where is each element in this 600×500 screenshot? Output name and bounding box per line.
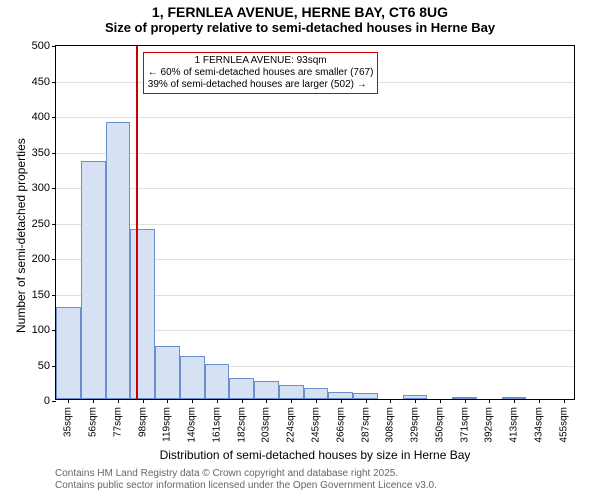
info-box-line: 39% of semi-detached houses are larger (…: [148, 79, 374, 91]
x-tick-mark: [539, 399, 540, 403]
histogram-bar: [328, 392, 353, 399]
histogram-bar: [205, 364, 230, 400]
y-tick-mark: [52, 117, 56, 118]
plot-area: 05010015020025030035040045050035sqm56sqm…: [55, 45, 575, 400]
info-box-line: 1 FERNLEA AVENUE: 93sqm: [148, 55, 374, 67]
x-tick-mark: [341, 399, 342, 403]
x-tick-mark: [514, 399, 515, 403]
x-tick-mark: [415, 399, 416, 403]
y-tick-mark: [52, 82, 56, 83]
x-tick-label: 56sqm: [88, 407, 99, 437]
histogram-bar: [403, 395, 428, 399]
chart-title-line2: Size of property relative to semi-detach…: [0, 20, 600, 35]
histogram-bar: [279, 385, 304, 399]
x-tick-label: 371sqm: [459, 407, 470, 443]
gridline: [56, 153, 574, 154]
x-tick-label: 98sqm: [137, 407, 148, 437]
x-tick-label: 182sqm: [236, 407, 247, 443]
x-axis-label: Distribution of semi-detached houses by …: [55, 448, 575, 462]
x-tick-label: 266sqm: [335, 407, 346, 443]
y-tick-mark: [52, 259, 56, 260]
x-tick-label: 392sqm: [484, 407, 495, 443]
x-tick-mark: [291, 399, 292, 403]
x-tick-label: 77sqm: [112, 407, 123, 437]
x-tick-mark: [242, 399, 243, 403]
footer-line1: Contains HM Land Registry data © Crown c…: [55, 468, 398, 479]
x-tick-mark: [167, 399, 168, 403]
x-tick-label: 119sqm: [162, 407, 173, 442]
info-box: 1 FERNLEA AVENUE: 93sqm← 60% of semi-det…: [143, 52, 379, 94]
histogram-bar: [106, 122, 131, 399]
x-tick-mark: [390, 399, 391, 403]
x-tick-label: 224sqm: [286, 407, 297, 443]
x-tick-label: 287sqm: [360, 407, 371, 443]
x-tick-label: 434sqm: [533, 407, 544, 443]
y-tick-mark: [52, 295, 56, 296]
x-tick-label: 350sqm: [434, 407, 445, 443]
marker-line: [136, 46, 138, 399]
histogram-bar: [353, 393, 378, 399]
x-tick-mark: [217, 399, 218, 403]
x-tick-mark: [440, 399, 441, 403]
gridline: [56, 117, 574, 118]
gridline: [56, 224, 574, 225]
x-tick-label: 455sqm: [558, 407, 569, 443]
y-axis-label: Number of semi-detached properties: [14, 138, 28, 333]
x-tick-mark: [118, 399, 119, 403]
x-tick-mark: [564, 399, 565, 403]
x-tick-mark: [465, 399, 466, 403]
x-tick-label: 413sqm: [509, 407, 520, 443]
x-tick-mark: [68, 399, 69, 403]
x-tick-mark: [93, 399, 94, 403]
x-tick-mark: [266, 399, 267, 403]
histogram-bar: [502, 397, 527, 399]
gridline: [56, 188, 574, 189]
x-tick-label: 140sqm: [187, 407, 198, 443]
footer-line2: Contains public sector information licen…: [55, 480, 437, 491]
x-tick-mark: [192, 399, 193, 403]
histogram-bar: [254, 381, 279, 399]
x-tick-mark: [316, 399, 317, 403]
y-tick-mark: [52, 153, 56, 154]
x-tick-label: 161sqm: [211, 407, 222, 443]
x-tick-label: 308sqm: [385, 407, 396, 443]
x-tick-label: 203sqm: [261, 407, 272, 443]
y-tick-mark: [52, 224, 56, 225]
chart-title-line1: 1, FERNLEA AVENUE, HERNE BAY, CT6 8UG: [0, 0, 600, 20]
x-tick-label: 245sqm: [311, 407, 322, 443]
histogram-bar: [155, 346, 180, 399]
info-box-line: ← 60% of semi-detached houses are smalle…: [148, 67, 374, 79]
y-tick-mark: [52, 401, 56, 402]
y-tick-mark: [52, 188, 56, 189]
x-tick-label: 329sqm: [410, 407, 421, 443]
histogram-bar: [130, 229, 155, 399]
y-tick-mark: [52, 46, 56, 47]
x-tick-mark: [489, 399, 490, 403]
histogram-bar: [452, 397, 477, 399]
x-tick-label: 35sqm: [63, 407, 74, 437]
histogram-bar: [56, 307, 81, 399]
x-tick-mark: [143, 399, 144, 403]
x-tick-mark: [366, 399, 367, 403]
histogram-bar: [229, 378, 254, 399]
histogram-bar: [304, 388, 329, 399]
histogram-bar: [180, 356, 205, 399]
histogram-bar: [81, 161, 106, 399]
